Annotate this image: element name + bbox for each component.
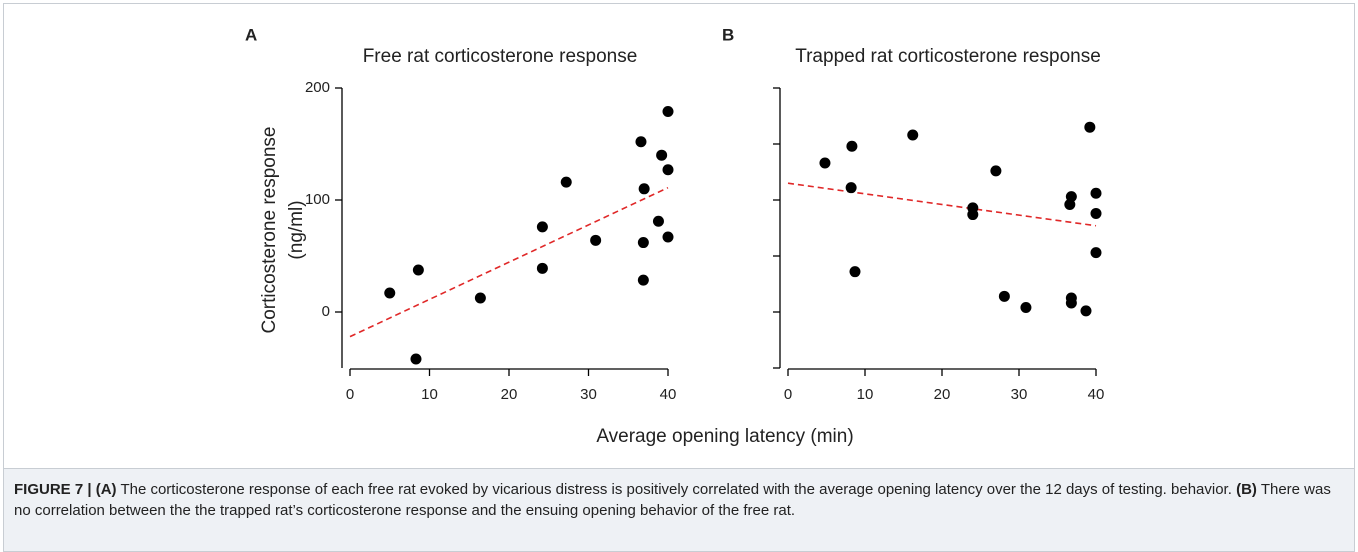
x-tick-label: 40 bbox=[660, 386, 677, 403]
point bbox=[560, 176, 572, 188]
x-tick-label: 40 bbox=[1088, 386, 1105, 403]
point bbox=[907, 129, 919, 141]
figure-label: FIGURE 7 | bbox=[14, 481, 92, 498]
point bbox=[637, 237, 649, 249]
x-tick-label: 0 bbox=[784, 386, 792, 403]
point bbox=[1090, 247, 1102, 259]
point bbox=[662, 231, 674, 243]
point bbox=[819, 157, 831, 169]
caption-text: There was no correlation between the the… bbox=[14, 481, 1331, 519]
point bbox=[1090, 187, 1102, 199]
point bbox=[849, 266, 861, 278]
x-tick-label: 30 bbox=[580, 386, 597, 403]
x-tick-label: 20 bbox=[934, 386, 951, 403]
point bbox=[652, 215, 664, 227]
point bbox=[1020, 302, 1032, 314]
chart-title: Trapped rat corticosterone response bbox=[795, 46, 1101, 67]
point bbox=[635, 136, 647, 148]
point bbox=[1090, 207, 1102, 219]
panel-label: A bbox=[245, 25, 257, 44]
y-axis-label: Corticosterone response bbox=[259, 127, 280, 334]
y-tick-label: 200 bbox=[305, 79, 330, 96]
point bbox=[410, 353, 422, 365]
point bbox=[990, 165, 1002, 177]
figure-frame bbox=[3, 3, 1355, 468]
chart: Average opening latency (min) A Free rat … bbox=[245, 25, 1105, 447]
y-tick-label: 100 bbox=[305, 191, 330, 208]
point bbox=[998, 290, 1010, 302]
point bbox=[1080, 305, 1092, 317]
chart-title: Free rat corticosterone response bbox=[363, 46, 638, 67]
point bbox=[846, 140, 858, 152]
point bbox=[536, 262, 548, 274]
point bbox=[656, 149, 668, 161]
y-axis-label: (ng/ml) bbox=[286, 200, 307, 259]
point bbox=[1064, 198, 1076, 210]
point bbox=[637, 274, 649, 286]
x-tick-label: 30 bbox=[1011, 386, 1028, 403]
point bbox=[384, 287, 396, 299]
point bbox=[845, 182, 857, 194]
point bbox=[638, 183, 650, 195]
caption: FIGURE 7 | (A) The corticosterone respon… bbox=[3, 468, 1355, 552]
caption-label: (A) bbox=[95, 481, 117, 498]
caption-label: (B) bbox=[1236, 481, 1257, 498]
x-tick-label: 10 bbox=[421, 386, 438, 403]
point bbox=[1084, 121, 1096, 133]
x-tick-label: 10 bbox=[857, 386, 874, 403]
point bbox=[536, 221, 548, 233]
x-tick-label: 0 bbox=[346, 386, 354, 403]
point bbox=[967, 209, 979, 221]
y-tick-label: 0 bbox=[322, 303, 330, 320]
point bbox=[590, 234, 602, 246]
point bbox=[1065, 297, 1077, 309]
point bbox=[474, 292, 486, 304]
x-tick-label: 20 bbox=[501, 386, 518, 403]
point bbox=[662, 164, 674, 176]
trend-line bbox=[349, 186, 669, 338]
trend-line bbox=[787, 182, 1097, 227]
x-axis-label: Average opening latency (min) bbox=[596, 426, 853, 447]
point bbox=[412, 264, 424, 276]
point bbox=[662, 106, 674, 118]
caption-text: The corticosterone response of each free… bbox=[120, 481, 1232, 498]
panel-label: B bbox=[722, 25, 734, 44]
